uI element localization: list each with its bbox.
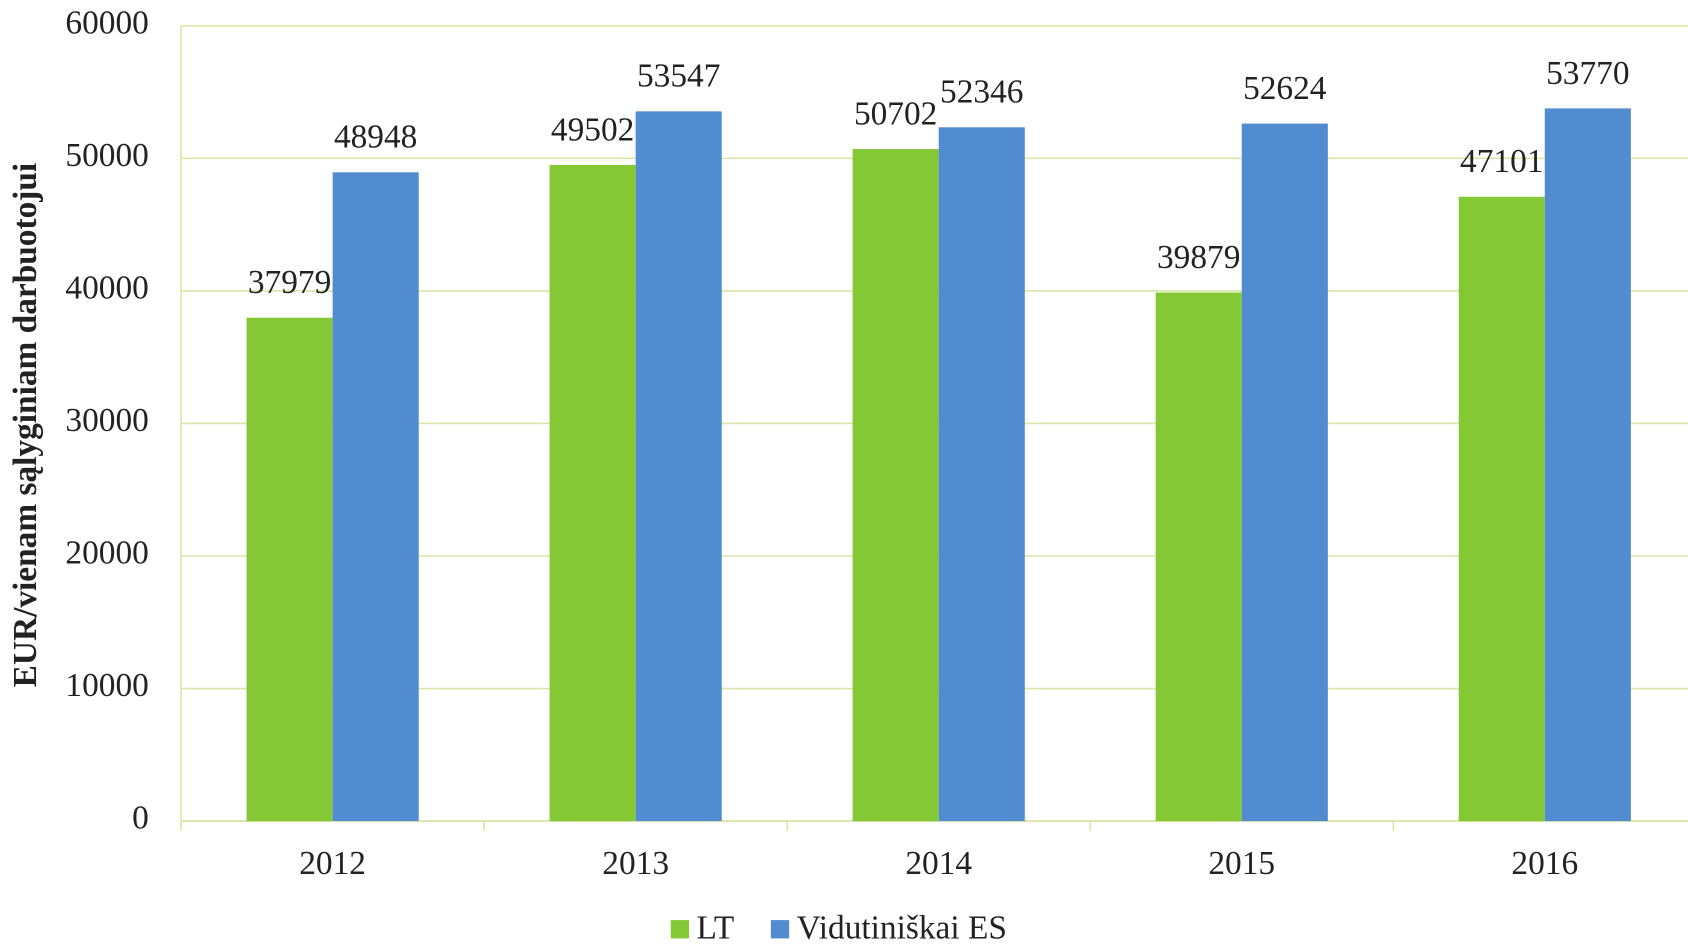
legend-label: LT	[697, 910, 735, 947]
bar	[1544, 108, 1631, 822]
x-tick-label: 2015	[1208, 845, 1275, 882]
legend-label: Vidutiniškai ES	[797, 910, 1007, 947]
y-tick-label: 40000	[65, 270, 148, 307]
value-label: 48948	[334, 119, 417, 156]
y-tick-label: 50000	[65, 137, 148, 174]
bar	[938, 127, 1025, 822]
x-tick-label: 2014	[905, 845, 972, 882]
bar	[1458, 196, 1545, 822]
bar	[1155, 292, 1242, 822]
legend-swatch	[670, 920, 690, 939]
value-label: 52346	[940, 74, 1023, 111]
bar	[635, 111, 722, 822]
value-label: 50702	[854, 95, 937, 132]
bar	[1241, 123, 1328, 822]
bar	[549, 164, 636, 822]
y-axis-label: EUR/vienam sąlyginiam darbuotojui	[7, 163, 44, 688]
bar	[332, 172, 419, 822]
y-tick-label: 20000	[65, 535, 148, 572]
value-label: 49502	[551, 111, 634, 148]
bar	[852, 149, 939, 822]
value-label: 47101	[1460, 143, 1543, 180]
x-tick-label: 2012	[299, 845, 366, 882]
bar	[246, 317, 333, 822]
value-label: 39879	[1157, 239, 1240, 276]
y-tick-label: 60000	[65, 4, 148, 41]
y-tick-label: 0	[132, 800, 149, 837]
x-tick-label: 2016	[1511, 845, 1578, 882]
y-tick-label: 10000	[65, 667, 148, 704]
legend-swatch	[770, 920, 790, 939]
x-tick-label: 2013	[602, 845, 669, 882]
value-label: 53770	[1546, 55, 1629, 92]
value-label: 53547	[637, 58, 720, 95]
value-label: 52624	[1243, 70, 1327, 107]
value-label: 37979	[248, 264, 331, 301]
y-tick-label: 30000	[65, 402, 148, 439]
